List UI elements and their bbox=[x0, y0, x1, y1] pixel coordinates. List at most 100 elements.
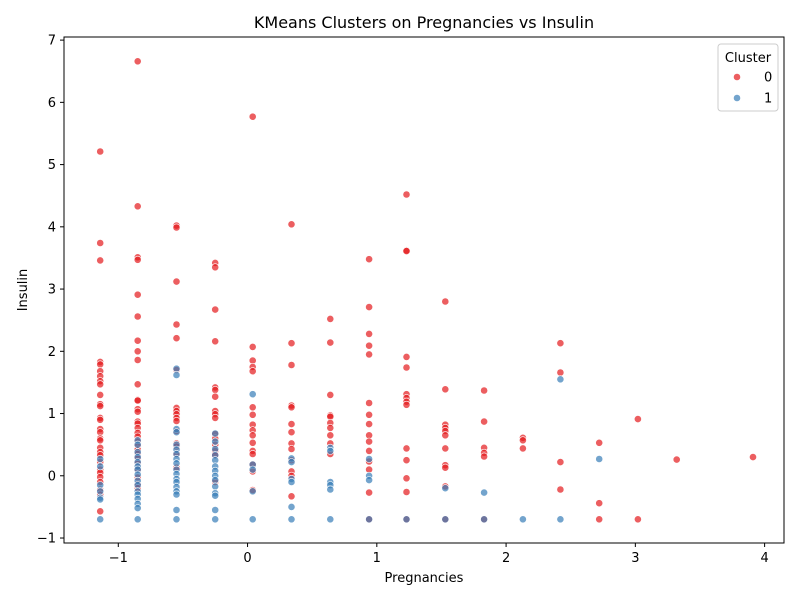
point-cluster-1-75 bbox=[365, 515, 373, 524]
point-cluster-0-130 bbox=[365, 303, 373, 311]
point-cluster-0-132 bbox=[365, 341, 373, 350]
point-cluster-1-61 bbox=[287, 458, 296, 466]
point-cluster-0-144 bbox=[402, 190, 411, 199]
point-cluster-0-80 bbox=[211, 392, 220, 401]
point-cluster-1-84 bbox=[595, 455, 604, 463]
y-tick-label-8: 7 bbox=[48, 34, 56, 49]
point-cluster-0-60 bbox=[172, 277, 181, 286]
point-cluster-1-21 bbox=[133, 504, 142, 512]
point-cluster-0-126 bbox=[326, 431, 335, 440]
point-cluster-1-64 bbox=[287, 502, 296, 511]
point-cluster-1-0 bbox=[96, 455, 105, 463]
point-cluster-0-135 bbox=[365, 410, 373, 419]
point-cluster-1-81 bbox=[519, 515, 527, 524]
point-cluster-1-72 bbox=[365, 455, 373, 463]
point-cluster-0-76 bbox=[211, 305, 220, 314]
point-cluster-0-131 bbox=[365, 329, 373, 338]
point-cluster-0-177 bbox=[519, 444, 527, 453]
x-tick-label-0: −1 bbox=[109, 551, 128, 566]
x-tick-label-3: 2 bbox=[502, 551, 510, 566]
point-cluster-0-62 bbox=[172, 334, 181, 343]
y-tick-label-1: 0 bbox=[48, 469, 56, 484]
legend-label-0: 0 bbox=[764, 71, 772, 86]
point-cluster-0-139 bbox=[365, 446, 373, 455]
point-cluster-0-8 bbox=[96, 380, 105, 389]
point-cluster-0-83 bbox=[211, 413, 220, 422]
point-cluster-0-102 bbox=[248, 450, 257, 458]
point-cluster-1-70 bbox=[326, 485, 335, 494]
point-cluster-1-38 bbox=[172, 490, 181, 499]
point-cluster-0-133 bbox=[365, 350, 373, 359]
point-cluster-1-52 bbox=[211, 491, 220, 500]
point-cluster-0-154 bbox=[402, 456, 411, 465]
point-cluster-0-120 bbox=[326, 338, 335, 347]
point-cluster-0-35 bbox=[133, 336, 142, 345]
point-cluster-0-163 bbox=[441, 431, 450, 440]
point-cluster-0-181 bbox=[556, 485, 565, 494]
point-cluster-0-96 bbox=[248, 410, 257, 419]
point-cluster-0-36 bbox=[133, 347, 142, 356]
point-cluster-0-28 bbox=[96, 507, 105, 516]
y-tick-label-2: 1 bbox=[48, 407, 56, 422]
point-cluster-0-159 bbox=[441, 385, 450, 394]
point-cluster-0-37 bbox=[133, 356, 142, 364]
point-cluster-0-119 bbox=[326, 314, 335, 323]
point-cluster-0-158 bbox=[441, 297, 450, 306]
point-cluster-0-1 bbox=[96, 239, 105, 247]
point-cluster-0-61 bbox=[172, 320, 181, 329]
point-cluster-1-74 bbox=[365, 476, 373, 484]
point-cluster-1-8 bbox=[133, 440, 142, 449]
x-tick-label-4: 3 bbox=[631, 551, 639, 566]
points-layer bbox=[96, 57, 757, 524]
legend-box bbox=[717, 43, 779, 112]
point-cluster-0-136 bbox=[365, 420, 373, 428]
point-cluster-0-173 bbox=[480, 452, 488, 461]
point-cluster-0-9 bbox=[96, 390, 105, 399]
point-cluster-0-100 bbox=[248, 438, 257, 447]
y-tick-label-3: 2 bbox=[48, 345, 56, 360]
point-cluster-0-34 bbox=[133, 312, 142, 321]
point-cluster-0-112 bbox=[287, 428, 296, 437]
point-cluster-0-0 bbox=[96, 147, 105, 156]
point-cluster-1-53 bbox=[211, 506, 220, 514]
point-cluster-0-40 bbox=[133, 396, 142, 405]
point-cluster-0-13 bbox=[96, 415, 105, 424]
point-cluster-0-153 bbox=[402, 444, 411, 453]
point-cluster-0-110 bbox=[287, 403, 296, 412]
point-cluster-1-42 bbox=[211, 437, 220, 446]
point-cluster-1-83 bbox=[556, 515, 565, 524]
point-cluster-1-1 bbox=[96, 462, 105, 471]
legend: Cluster 01 bbox=[717, 43, 779, 112]
point-cluster-1-5 bbox=[96, 495, 105, 504]
point-cluster-0-111 bbox=[287, 420, 296, 428]
point-cluster-0-186 bbox=[634, 515, 642, 524]
point-cluster-0-79 bbox=[211, 385, 220, 394]
point-cluster-0-121 bbox=[326, 390, 335, 399]
point-cluster-1-39 bbox=[172, 506, 181, 514]
point-cluster-1-41 bbox=[211, 429, 220, 438]
point-cluster-1-57 bbox=[248, 465, 257, 474]
point-cluster-1-54 bbox=[211, 515, 220, 524]
point-cluster-0-125 bbox=[326, 423, 335, 432]
point-cluster-0-108 bbox=[287, 361, 296, 369]
plot-frame bbox=[63, 36, 785, 544]
point-cluster-0-33 bbox=[133, 290, 142, 299]
point-cluster-0-106 bbox=[287, 220, 296, 229]
point-cluster-0-114 bbox=[287, 445, 296, 453]
point-cluster-0-185 bbox=[634, 415, 642, 423]
point-cluster-0-178 bbox=[556, 339, 565, 348]
point-cluster-0-146 bbox=[402, 247, 411, 255]
point-cluster-0-11 bbox=[96, 402, 105, 410]
legend-marker-0 bbox=[733, 73, 741, 81]
point-cluster-0-42 bbox=[133, 407, 142, 416]
point-cluster-0-134 bbox=[365, 399, 373, 407]
point-cluster-0-148 bbox=[402, 363, 411, 372]
point-cluster-1-82 bbox=[556, 375, 565, 384]
point-cluster-0-68 bbox=[172, 417, 181, 425]
y-tick-label-5: 4 bbox=[48, 220, 56, 235]
point-cluster-0-179 bbox=[556, 368, 565, 377]
point-cluster-1-65 bbox=[287, 515, 296, 524]
point-cluster-0-170 bbox=[480, 417, 488, 426]
